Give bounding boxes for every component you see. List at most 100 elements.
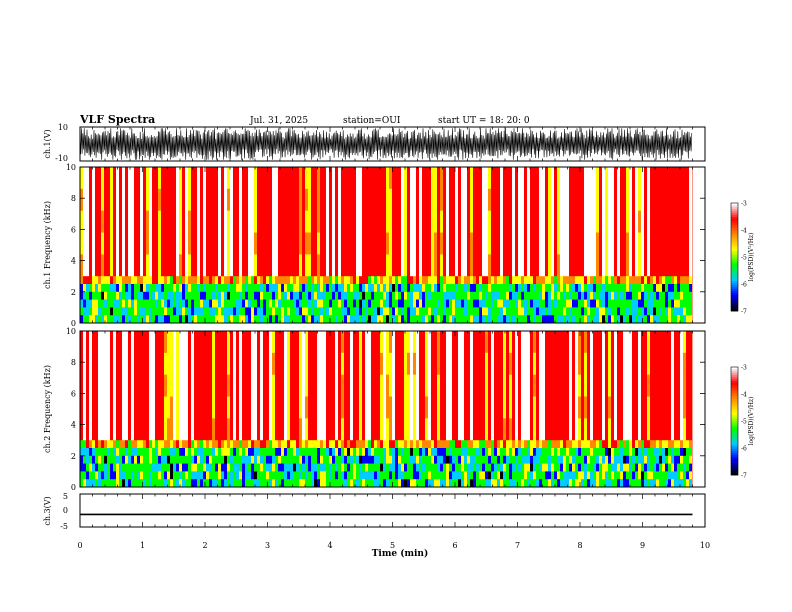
ch1-spec-cell (578, 210, 581, 233)
ch2-spec-cell (644, 448, 647, 457)
ch2-spec-cell (362, 471, 365, 480)
ch2-spec-cell (347, 418, 350, 441)
ch1-spec-cell (653, 276, 656, 285)
ch1-spec-cell (389, 299, 392, 308)
ch2-spec-cell (389, 471, 392, 480)
ch1-spec-cell (230, 284, 233, 293)
ch2-spec-cell (101, 448, 104, 457)
ch2-spec-cell (281, 471, 284, 480)
ch1-spec-cell (557, 188, 560, 211)
ch1-spec-cell (470, 299, 473, 308)
ch2-spec-cell (230, 418, 233, 441)
ch2-spec-cell (410, 374, 413, 397)
ch1-spec-cell (182, 232, 185, 255)
ch1-spec-cell (422, 315, 425, 324)
ch2-spec-cell (125, 455, 128, 464)
ch2-spec-cell (584, 440, 587, 449)
ch2-spec-cell (680, 455, 683, 464)
ch1-spec-cell (401, 188, 404, 211)
ch1-spec-cell (488, 232, 491, 255)
ch2-spec-cell (338, 440, 341, 449)
ch1-spec-cell (293, 210, 296, 233)
ch2-spec-cell (290, 479, 293, 488)
ch1-spec-cell (173, 188, 176, 211)
ch1-spec-cell (281, 188, 284, 211)
ch2-spec-cell (503, 471, 506, 480)
ch2-spec-cell (239, 418, 242, 441)
ch1-spec-cell (98, 284, 101, 293)
ch2-spec-cell (668, 455, 671, 464)
ch2-spec-cell (338, 418, 341, 441)
ch1-spec-cell (365, 188, 368, 211)
ch2-spec-cell (221, 352, 224, 375)
ch2-spec-cell (110, 463, 113, 472)
ch1-spec-cell (569, 210, 572, 233)
ch1-spec-cell (410, 291, 413, 300)
ch2-spec-cell (227, 331, 230, 354)
ch1-spec-cell (131, 299, 134, 308)
ch1-spec-cell (110, 291, 113, 300)
ch2-spec-cell (218, 396, 221, 419)
ch2-spec-cell (464, 463, 467, 472)
ch2-spec-cell (611, 463, 614, 472)
ch2-spec-cell (500, 455, 503, 464)
ch2-spec-cell (86, 418, 89, 441)
ch2-spec-cell (272, 479, 275, 488)
ch1-spec-cell (308, 167, 311, 190)
ch1-spec-cell (281, 291, 284, 300)
ch2-spec-cell (593, 463, 596, 472)
ch2-spec-cell (140, 331, 143, 354)
ch2-spec-cell (473, 463, 476, 472)
ch1-spec-cell (218, 307, 221, 316)
ch2-spec-cell (254, 479, 257, 488)
ch1-spec-cell (521, 307, 524, 316)
ch1-spec-cell (212, 315, 215, 324)
ch1-spec-cell (263, 167, 266, 190)
ch2-spec-cell (356, 440, 359, 449)
ch2-spec-cell (452, 418, 455, 441)
ch1-spec-cell (644, 315, 647, 324)
ch2-spec-cell (383, 418, 386, 441)
ch2-spec-cell (557, 448, 560, 457)
ch1-spec-cell (515, 188, 518, 211)
ch1-spec-cell (431, 315, 434, 324)
ch1-spec-cell (344, 210, 347, 233)
ch2-spec-cell (404, 374, 407, 397)
ch2-spec-cell (527, 352, 530, 375)
ch2-spec-cell (386, 331, 389, 354)
ch1-spec-cell (536, 254, 539, 277)
ch2-spec-cell (638, 479, 641, 488)
ch2-spec-cell (524, 455, 527, 464)
ch1-spec-cell (293, 188, 296, 211)
ch1-spec-cell (506, 188, 509, 211)
ch2-spec-cell (125, 448, 128, 457)
ch1-spec-cell (344, 188, 347, 211)
ch1-spec-cell (170, 254, 173, 277)
ch1-spec-cell (476, 307, 479, 316)
ch1-spec-cell (644, 232, 647, 255)
ch2-spec-cell (233, 471, 236, 480)
ch2-spec-cell (572, 463, 575, 472)
ch2-spec-cell (368, 479, 371, 488)
ch2-spec-cell (386, 448, 389, 457)
ch1-spec-cell (281, 284, 284, 293)
ch2-spec-cell (137, 396, 140, 419)
ch1-spec-cell (80, 315, 83, 324)
ch2-spec-cell (482, 418, 485, 441)
ch2-spec-cell (287, 463, 290, 472)
ch2-spec-cell (362, 418, 365, 441)
ch1-spec-cell (413, 284, 416, 293)
ch1-spec-cell (503, 291, 506, 300)
ch1-spec-cell (575, 167, 578, 190)
ch1-spec-cell (452, 299, 455, 308)
ch1-spec-cell (605, 188, 608, 211)
ch2-spec-cell (329, 352, 332, 375)
ch1-spec-cell (260, 284, 263, 293)
ch1-spec-cell (629, 167, 632, 190)
ch1-spec-cell (440, 284, 443, 293)
ch1-spec-cell (449, 299, 452, 308)
ch2-spec-cell (425, 440, 428, 449)
ch2-spec-cell (512, 440, 515, 449)
ch1-spec-cell (110, 167, 113, 190)
ch1-spec-cell (371, 167, 374, 190)
